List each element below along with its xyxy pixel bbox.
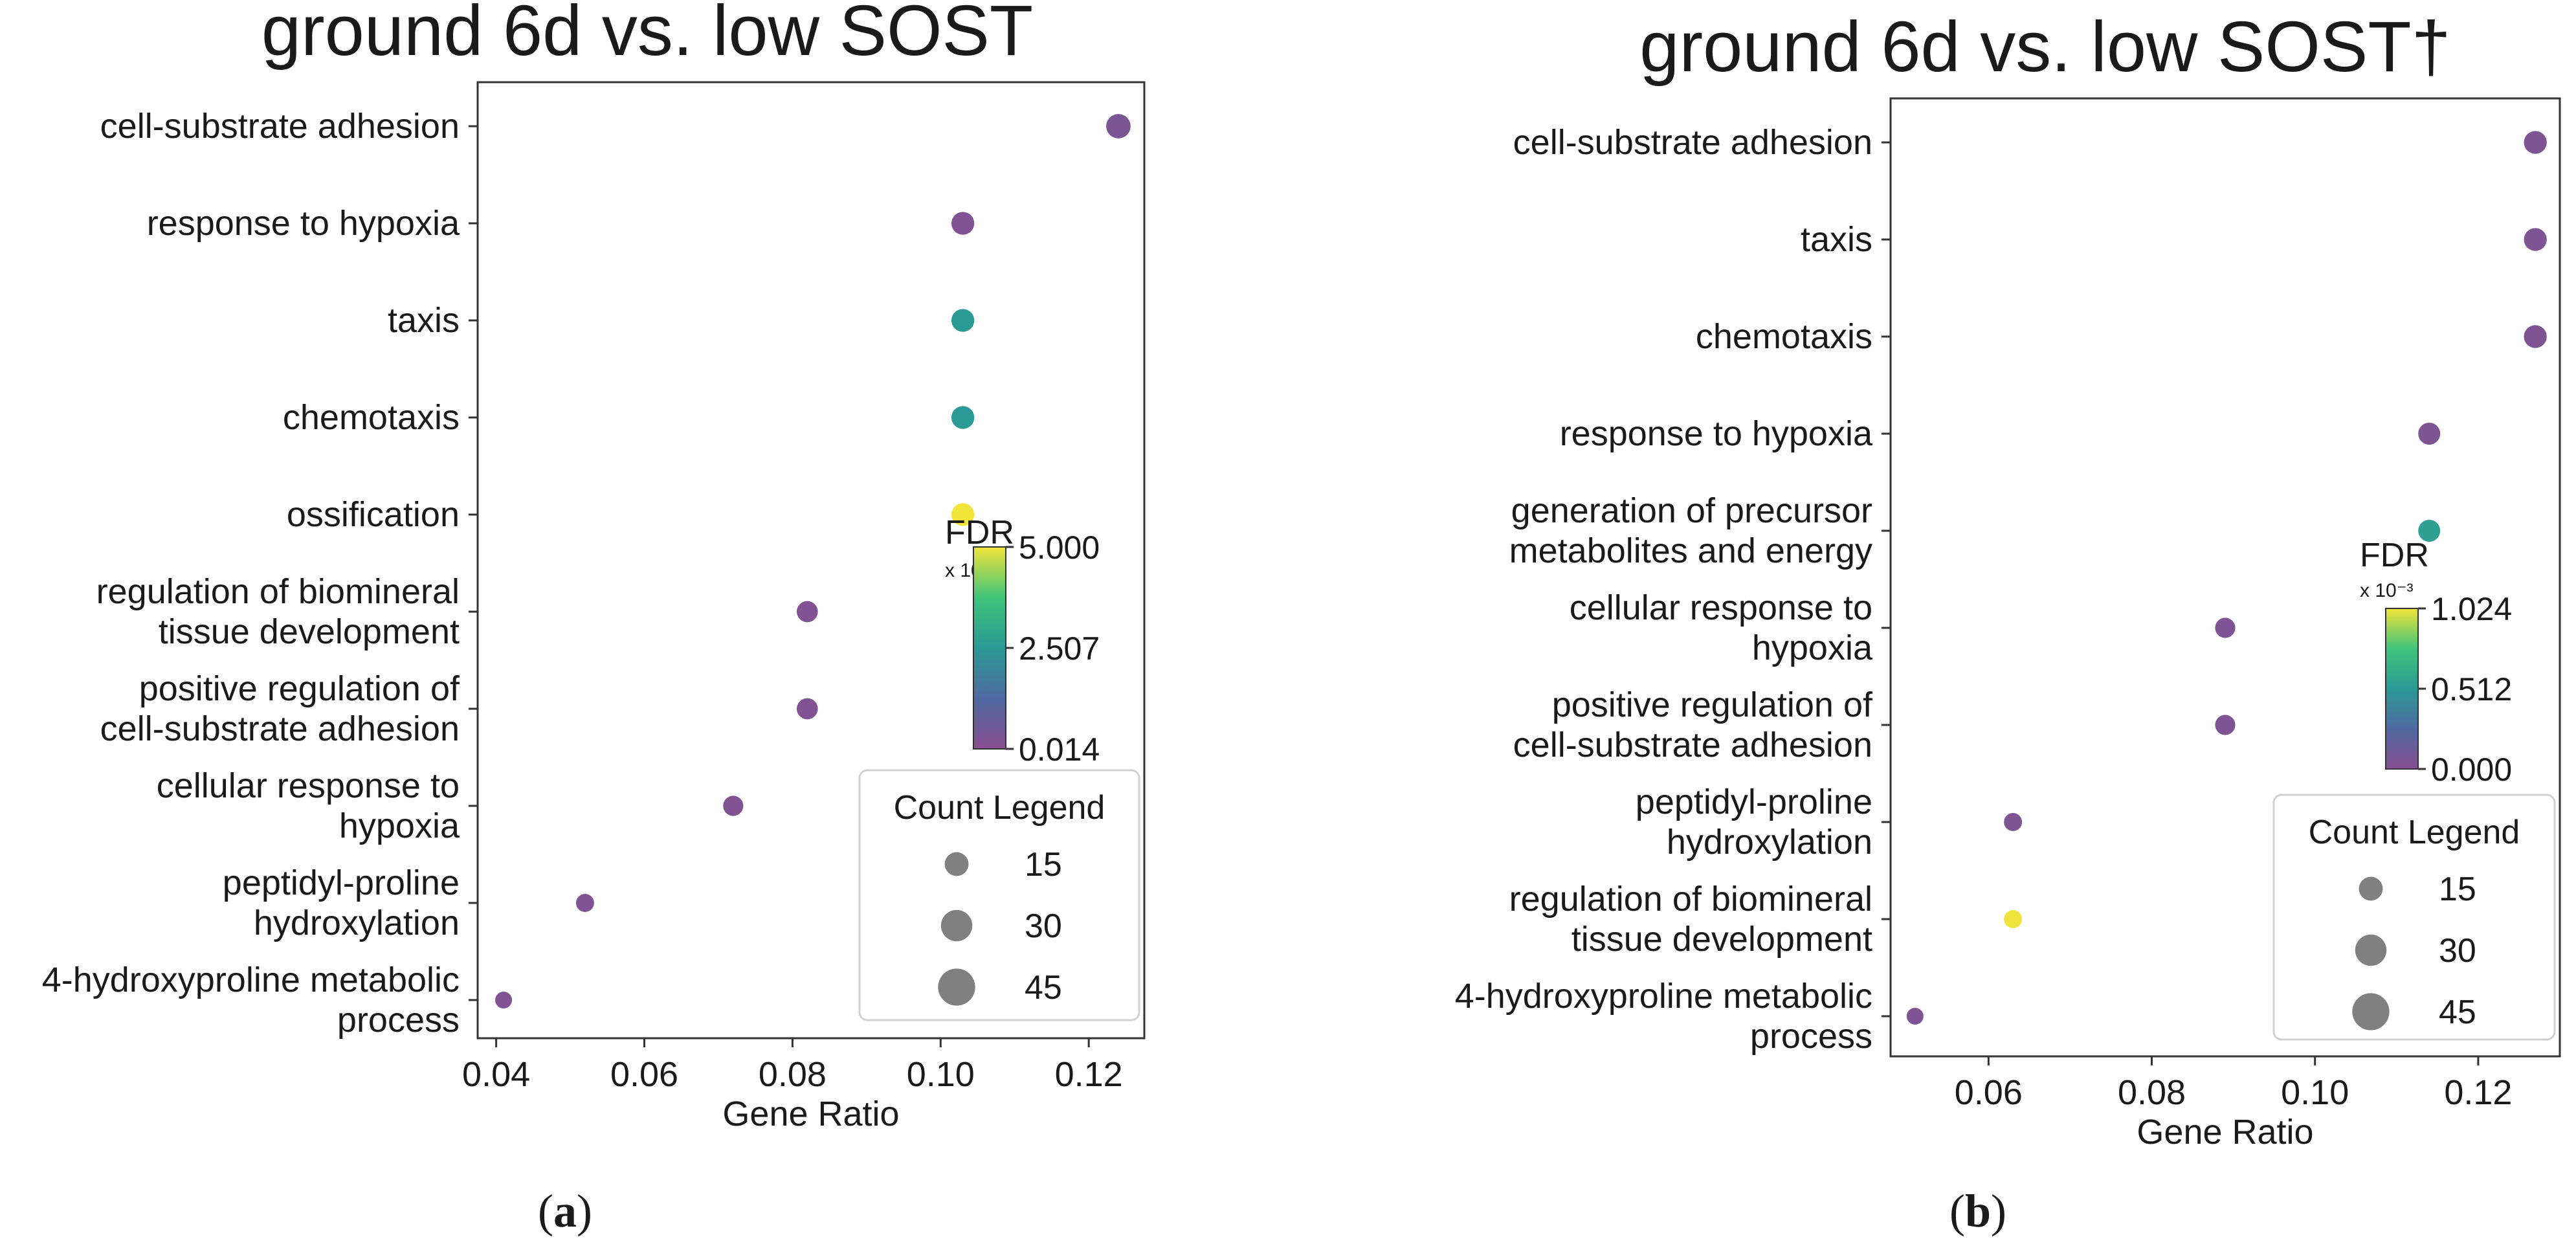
y-tick-label: response to hypoxia bbox=[1560, 414, 1873, 453]
chart-title: ground 6d vs. low SOST† bbox=[1639, 7, 2450, 87]
count-legend-marker bbox=[2355, 934, 2387, 966]
y-tick-label: peptidyl-proline hydroxylation bbox=[1636, 783, 1872, 862]
data-point bbox=[2215, 715, 2236, 735]
colorbar-tick-label: 5.000 bbox=[1019, 529, 1100, 566]
count-legend-marker bbox=[938, 968, 975, 1006]
colorbar-tick-label: 1.024 bbox=[2431, 591, 2512, 627]
data-point bbox=[951, 406, 975, 429]
count-legend-label: 45 bbox=[1025, 969, 1062, 1007]
x-tick-label: 0.12 bbox=[2444, 1073, 2512, 1112]
data-point bbox=[2215, 617, 2236, 638]
data-point bbox=[951, 309, 975, 332]
y-tick-label: 4-hydroxyproline metabolic process bbox=[42, 961, 460, 1040]
colorbar-multiplier: x 10⁻³ bbox=[2360, 580, 2414, 601]
y-tick-label: ossification bbox=[287, 495, 460, 534]
colorbar-tick-label: 0.512 bbox=[2431, 671, 2512, 707]
count-legend-marker bbox=[2359, 876, 2383, 901]
caption-b: (b) bbox=[1949, 1185, 2006, 1237]
data-point bbox=[2418, 423, 2441, 445]
count-legend-box bbox=[2272, 794, 2556, 1041]
colorbar-label: FDR bbox=[945, 514, 1014, 551]
data-point bbox=[2004, 910, 2023, 928]
y-tick-label: positive regulation of cell-substrate adh… bbox=[100, 669, 460, 748]
y-tick-label: cellular response to hypoxia bbox=[157, 766, 460, 845]
colorbar-tick-label: 0.000 bbox=[2431, 751, 2512, 788]
caption-a: (a) bbox=[538, 1185, 592, 1237]
x-tick-label: 0.12 bbox=[1055, 1055, 1123, 1094]
colorbar bbox=[973, 546, 1006, 750]
data-point bbox=[2418, 520, 2441, 542]
y-tick-label: response to hypoxia bbox=[147, 204, 460, 243]
y-tick-label: chemotaxis bbox=[283, 398, 460, 437]
y-tick-label: chemotaxis bbox=[1696, 317, 1872, 356]
panel-b-chart: ground 6d vs. low SOST† 0.06 0.08 0.10 0.12 G… bbox=[1455, 7, 2561, 1151]
x-tick-label: 0.06 bbox=[610, 1055, 678, 1094]
data-point bbox=[2524, 325, 2547, 348]
data-point bbox=[576, 894, 594, 912]
data-point bbox=[2524, 131, 2547, 154]
plot-frame bbox=[476, 81, 1146, 1040]
count-legend-marker bbox=[2352, 993, 2390, 1030]
x-tick-label: 0.08 bbox=[759, 1055, 827, 1094]
count-legend-marker bbox=[940, 909, 973, 942]
y-tick-label: taxis bbox=[388, 301, 460, 340]
count-legend-title: Count Legend bbox=[2309, 814, 2520, 851]
y-tick-label: cell-substrate adhesion bbox=[100, 107, 460, 146]
panel-a-chart: ground 6d vs. low SOST 0.04 0.06 0.08 0.10 0.… bbox=[42, 0, 1146, 1133]
y-tick-label: regulation of biomineral tissue developme… bbox=[1509, 880, 1872, 959]
y-tick-label: 4-hydroxyproline metabolic process bbox=[1455, 977, 1872, 1056]
data-point bbox=[1106, 114, 1131, 139]
data-point bbox=[495, 992, 513, 1008]
count-legend-label: 30 bbox=[1025, 907, 1062, 945]
count-legend-marker bbox=[944, 852, 969, 876]
colorbar-label: FDR bbox=[2360, 537, 2429, 574]
colorbar bbox=[2385, 608, 2419, 770]
x-tick-label: 0.10 bbox=[2281, 1073, 2349, 1112]
x-tick-label: 0.06 bbox=[1955, 1073, 2023, 1112]
data-point bbox=[951, 212, 975, 235]
data-point bbox=[951, 503, 975, 526]
x-tick-label: 0.10 bbox=[907, 1055, 975, 1094]
data-point bbox=[2004, 813, 2023, 831]
count-legend-label: 30 bbox=[2439, 932, 2476, 970]
y-tick-label: cell-substrate adhesion bbox=[1513, 123, 1872, 162]
data-point bbox=[796, 698, 818, 720]
chart-title: ground 6d vs. low SOST bbox=[261, 0, 1033, 71]
data-point bbox=[2524, 228, 2547, 251]
colorbar-tick-label: 0.014 bbox=[1019, 731, 1100, 768]
data-point bbox=[796, 601, 818, 623]
x-axis-label: Gene Ratio bbox=[722, 1095, 899, 1133]
y-tick-label: taxis bbox=[1801, 220, 1872, 259]
y-tick-label: generation of precursor metabolites and e… bbox=[1509, 491, 1872, 570]
y-tick-label: cellular response to hypoxia bbox=[1570, 588, 1873, 667]
count-legend-label: 15 bbox=[1025, 846, 1062, 884]
x-tick-label: 0.04 bbox=[462, 1055, 530, 1094]
plot-frame bbox=[1889, 97, 2561, 1058]
data-point bbox=[1906, 1008, 1924, 1025]
data-point bbox=[723, 795, 744, 816]
x-tick-label: 0.08 bbox=[2118, 1073, 2186, 1112]
count-legend-label: 15 bbox=[2439, 871, 2476, 908]
y-tick-label: positive regulation of cell-substrate adh… bbox=[1513, 685, 1873, 764]
y-tick-label: peptidyl-proline hydroxylation bbox=[223, 863, 460, 942]
colorbar-tick-label: 2.507 bbox=[1019, 630, 1100, 667]
y-tick-label: regulation of biomineral tissue developme… bbox=[96, 572, 460, 651]
count-legend-label: 45 bbox=[2439, 994, 2476, 1031]
x-axis-label: Gene Ratio bbox=[2137, 1113, 2313, 1151]
count-legend-box bbox=[858, 769, 1140, 1021]
count-legend-title: Count Legend bbox=[894, 789, 1105, 827]
